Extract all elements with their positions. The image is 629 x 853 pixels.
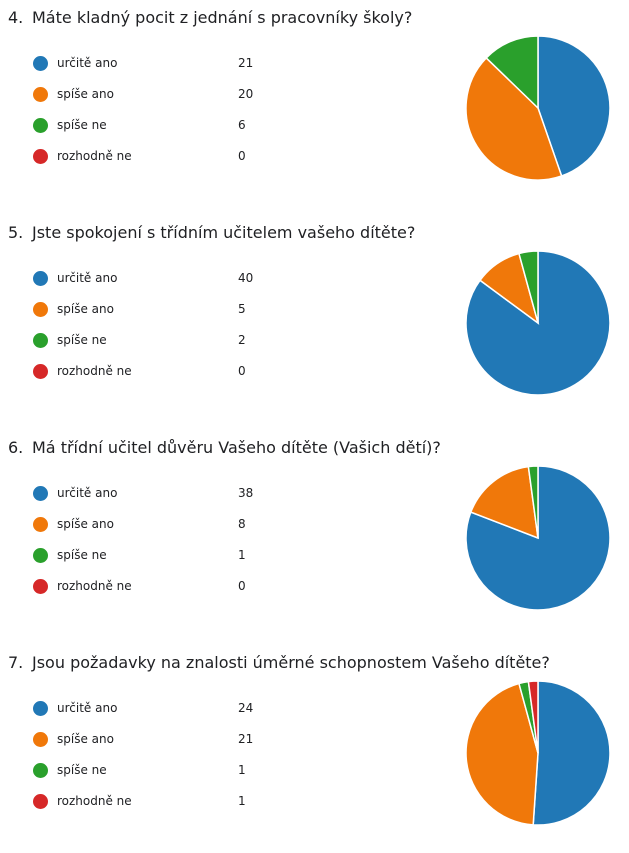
legend-item-spise-ano: spíše ano 21: [0, 731, 300, 751]
slice-rozhodne-ne: [527, 680, 539, 754]
question-text: Jsou požadavky na znalosti úměrné schopn…: [32, 653, 550, 672]
pie-chart: [465, 680, 611, 826]
question-number: 6.: [8, 438, 24, 457]
legend-item-spise-ne: spíše ne 1: [0, 547, 300, 567]
legend-count: 8: [238, 517, 246, 531]
legend-item-spise-ne: spíše ne 6: [0, 117, 300, 137]
question-title: 6. Má třídní učitel důvěru Vašeho dítěte …: [8, 438, 441, 457]
legend-label: spíše ne: [57, 763, 107, 777]
legend-dot-blue: [33, 271, 48, 286]
legend-count: 1: [238, 794, 246, 808]
slice-spise-ano: [465, 56, 563, 181]
legend-count: 0: [238, 579, 246, 593]
legend-item-rozhodne-ne: rozhodně ne 0: [0, 578, 300, 598]
question-title: 4. Máte kladný pocit z jednání s pracovní…: [8, 8, 412, 27]
legend-item-rozhodne-ne: rozhodně ne 1: [0, 793, 300, 813]
legend-dot-orange: [33, 517, 48, 532]
legend-dot-blue: [33, 486, 48, 501]
legend-count: 1: [238, 548, 246, 562]
legend-item-spise-ano: spíše ano 5: [0, 301, 300, 321]
question-5: 5. Jste spokojení s třídním učitelem vaše…: [0, 223, 629, 423]
legend-item-rozhodne-ne: rozhodně ne 0: [0, 148, 300, 168]
legend-label: spíše ano: [57, 732, 114, 746]
slice-spise-ano: [465, 682, 539, 826]
legend-dot-green: [33, 333, 48, 348]
legend-dot-red: [33, 794, 48, 809]
legend-dot-green: [33, 763, 48, 778]
question-number: 5.: [8, 223, 24, 242]
legend-label: rozhodně ne: [57, 794, 132, 808]
legend-label: určitě ano: [57, 486, 118, 500]
slice-spise-ne: [485, 35, 539, 110]
legend-label: rozhodně ne: [57, 149, 132, 163]
legend-count: 6: [238, 118, 246, 132]
question-number: 4.: [8, 8, 24, 27]
legend-label: určitě ano: [57, 56, 118, 70]
legend-label: rozhodně ne: [57, 364, 132, 378]
legend-label: spíše ano: [57, 517, 114, 531]
question-text: Má třídní učitel důvěru Vašeho dítěte (V…: [32, 438, 441, 457]
question-4: 4. Máte kladný pocit z jednání s pracovní…: [0, 8, 629, 208]
legend-label: spíše ne: [57, 333, 107, 347]
legend-count: 20: [238, 87, 254, 101]
legend-dot-orange: [33, 87, 48, 102]
slice-urcite-ano: [532, 680, 611, 826]
legend-dot-green: [33, 548, 48, 563]
legend-count: 0: [238, 149, 246, 163]
legend-count: 2: [238, 333, 246, 347]
pie-chart: [465, 35, 611, 181]
legend-dot-blue: [33, 701, 48, 716]
legend-item-urcite-ano: určitě ano 24: [0, 700, 300, 720]
slice-spise-ne: [527, 465, 539, 539]
legend-count: 38: [238, 486, 254, 500]
legend-dot-red: [33, 579, 48, 594]
legend-dot-red: [33, 149, 48, 164]
legend-dot-orange: [33, 302, 48, 317]
legend-label: určitě ano: [57, 271, 118, 285]
legend-count: 40: [238, 271, 254, 285]
legend-dot-orange: [33, 732, 48, 747]
legend-count: 24: [238, 701, 254, 715]
question-6: 6. Má třídní učitel důvěru Vašeho dítěte …: [0, 438, 629, 638]
legend-count: 21: [238, 56, 254, 70]
pie-chart: [465, 465, 611, 611]
question-text: Máte kladný pocit z jednání s pracovníky…: [32, 8, 413, 27]
slice-spise-ano: [469, 465, 539, 540]
legend-dot-green: [33, 118, 48, 133]
pie-chart: [465, 250, 611, 396]
legend-item-spise-ne: spíše ne 2: [0, 332, 300, 352]
question-7: 7. Jsou požadavky na znalosti úměrné scho…: [0, 653, 629, 853]
question-title: 7. Jsou požadavky na znalosti úměrné scho…: [8, 653, 550, 672]
legend-label: spíše ano: [57, 302, 114, 316]
legend-label: spíše ne: [57, 548, 107, 562]
legend-label: spíše ne: [57, 118, 107, 132]
legend-label: rozhodně ne: [57, 579, 132, 593]
legend-count: 1: [238, 763, 246, 777]
legend-item-urcite-ano: určitě ano 21: [0, 55, 300, 75]
legend-count: 0: [238, 364, 246, 378]
legend-dot-blue: [33, 56, 48, 71]
legend-item-rozhodne-ne: rozhodně ne 0: [0, 363, 300, 383]
slice-spise-ne: [518, 250, 539, 324]
question-title: 5. Jste spokojení s třídním učitelem vaše…: [8, 223, 415, 242]
legend-count: 5: [238, 302, 246, 316]
question-number: 7.: [8, 653, 24, 672]
legend-item-urcite-ano: určitě ano 40: [0, 270, 300, 290]
legend-count: 21: [238, 732, 254, 746]
legend-label: spíše ano: [57, 87, 114, 101]
legend-label: určitě ano: [57, 701, 118, 715]
legend-item-spise-ano: spíše ano 8: [0, 516, 300, 536]
question-text: Jste spokojení s třídním učitelem vašeho…: [32, 223, 416, 242]
slice-urcite-ano: [537, 35, 611, 177]
legend-dot-red: [33, 364, 48, 379]
legend-item-urcite-ano: určitě ano 38: [0, 485, 300, 505]
legend-item-spise-ano: spíše ano 20: [0, 86, 300, 106]
legend-item-spise-ne: spíše ne 1: [0, 762, 300, 782]
